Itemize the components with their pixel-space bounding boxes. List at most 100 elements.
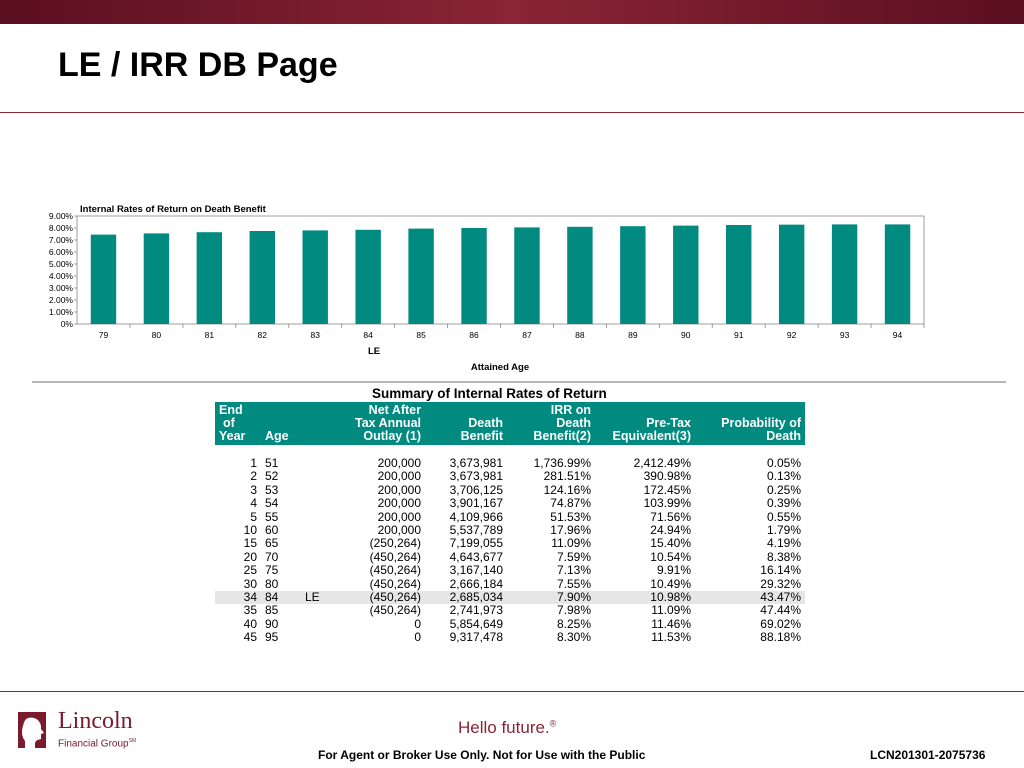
col-death-benefit: Death Benefit	[425, 402, 507, 445]
cell-irr: 281.51%	[543, 469, 591, 484]
bar-age-94	[884, 224, 911, 324]
cell-pretax: 15.40%	[650, 536, 691, 551]
cell-year: 4	[250, 496, 257, 511]
cell-outlay: 200,000	[377, 482, 421, 497]
cell-flag	[301, 457, 331, 470]
cell-age: 55	[265, 509, 279, 524]
bar-age-81	[196, 232, 223, 324]
table-row: 25 75 (450,264) 3,167,140 7.13% 9.91% 16.14%	[215, 563, 805, 578]
cell-age: 53	[265, 482, 279, 497]
cell-prob: 16.14%	[760, 563, 801, 578]
y-tick-label: 2.00%	[49, 295, 74, 305]
cell-irr: 7.90%	[507, 590, 595, 605]
bar-age-80	[143, 233, 170, 324]
cell-irr: 8.25%	[556, 616, 591, 631]
col-age: Age	[261, 402, 301, 445]
cell-db: 4,643,677	[449, 549, 503, 564]
cell-outlay: 200,000	[377, 523, 421, 538]
cell-flag	[301, 618, 331, 631]
table-row: 4 54 200,000 3,901,167 74.87% 103.99% 0.39%	[215, 496, 805, 511]
x-tick-label: 93	[840, 330, 850, 340]
cell-irr: 7.98%	[556, 603, 591, 618]
y-tick-label: 1.00%	[49, 307, 74, 317]
table-row: 20 70 (450,264) 4,643,677 7.59% 10.54% 8.38%	[215, 549, 805, 564]
cell-year: 34	[215, 590, 261, 605]
tagline: Hello future.®	[458, 718, 557, 737]
bar-age-92	[778, 224, 805, 324]
cell-outlay: 200,000	[377, 496, 421, 511]
cell-age: 70	[265, 549, 279, 564]
cell-year: 2	[250, 469, 257, 484]
table-row: 2 52 200,000 3,673,981 281.51% 390.98% 0.13%	[215, 469, 805, 484]
cell-outlay: (450,264)	[369, 603, 421, 618]
table-row: 45 95 0 9,317,478 8.30% 11.53% 88.18%	[215, 630, 805, 645]
cell-prob: 47.44%	[760, 603, 801, 618]
cell-outlay: 200,000	[377, 509, 421, 524]
cell-db: 9,317,478	[449, 630, 503, 645]
x-tick-label: 85	[416, 330, 426, 340]
cell-irr: 7.55%	[556, 576, 591, 591]
cell-age: 60	[265, 523, 279, 538]
x-tick-label: 86	[469, 330, 479, 340]
cell-pretax: 11.46%	[651, 616, 691, 631]
le-marker-label: LE	[368, 346, 380, 357]
footer-divider	[0, 691, 1024, 692]
cell-year: 30	[243, 576, 257, 591]
x-tick-label: 84	[363, 330, 373, 340]
x-tick-label: 83	[310, 330, 320, 340]
cell-db: 2,666,184	[449, 576, 503, 591]
bar-age-90	[673, 225, 699, 324]
cell-age: 51	[265, 456, 279, 470]
lincoln-profile-icon	[18, 712, 46, 748]
col-end-of-year: End of Year	[215, 402, 261, 445]
x-tick-label: 82	[258, 330, 268, 340]
title-divider	[0, 112, 1024, 113]
y-tick-label: 7.00%	[49, 235, 74, 245]
cell-db: 3,706,125	[449, 482, 503, 497]
footer-doc-code: LCN201301-2075736	[870, 748, 986, 762]
cell-year: 20	[243, 549, 257, 564]
x-tick-label: 92	[787, 330, 797, 340]
x-tick-label: 88	[575, 330, 585, 340]
bar-age-84	[355, 229, 381, 324]
cell-pretax: 24.94%	[650, 523, 691, 538]
cell-pretax: 10.54%	[650, 549, 691, 564]
summary-title: Summary of Internal Rates of Return	[372, 386, 607, 401]
table-row: 5 55 200,000 4,109,966 51.53% 71.56% 0.55%	[215, 509, 805, 524]
cell-flag	[301, 564, 331, 577]
col-pretax: Pre-Tax Equivalent(3)	[595, 402, 695, 445]
irr-summary-table: End of Year Age Net After Tax Annual Out…	[215, 402, 805, 645]
cell-irr: 74.87%	[550, 496, 591, 511]
cell-irr: 8.30%	[556, 630, 591, 645]
cell-age: 90	[265, 616, 279, 631]
table-row: 40 90 0 5,854,649 8.25% 11.46% 69.02%	[215, 616, 805, 631]
col-outlay: Net After Tax Annual Outlay (1)	[331, 402, 425, 445]
cell-pretax: 71.56%	[650, 509, 691, 524]
x-tick-label: 94	[893, 330, 903, 340]
cell-outlay: (450,264)	[331, 590, 425, 605]
cell-irr: 124.16%	[543, 482, 591, 497]
cell-outlay: 200,000	[377, 469, 421, 484]
cell-prob: 29.32%	[760, 576, 801, 591]
cell-flag	[301, 537, 331, 550]
bar-age-82	[249, 231, 275, 324]
table-row: 3 53 200,000 3,706,125 124.16% 172.45% 0.25%	[215, 482, 805, 497]
cell-prob: 4.19%	[766, 536, 801, 551]
x-tick-label: 87	[522, 330, 532, 340]
table-header-row: End of Year Age Net After Tax Annual Out…	[215, 402, 805, 445]
cell-outlay: (450,264)	[369, 576, 421, 591]
cell-db: 3,167,140	[449, 563, 503, 578]
bar-age-88	[567, 226, 593, 324]
cell-prob: 69.02%	[760, 616, 801, 631]
cell-db: 4,109,966	[449, 509, 503, 524]
cell-pretax: 2,412.49%	[633, 456, 691, 470]
table-row: 10 60 200,000 5,537,789 17.96% 24.94% 1.79%	[215, 523, 805, 538]
x-tick-label: 79	[99, 330, 109, 340]
cell-flag	[301, 484, 331, 497]
bar-age-79	[90, 234, 117, 324]
cell-year: 40	[243, 616, 257, 631]
cell-year: 15	[243, 536, 257, 551]
cell-year: 10	[243, 523, 257, 538]
cell-db: 5,854,649	[449, 616, 503, 631]
y-tick-label: 3.00%	[49, 283, 74, 293]
